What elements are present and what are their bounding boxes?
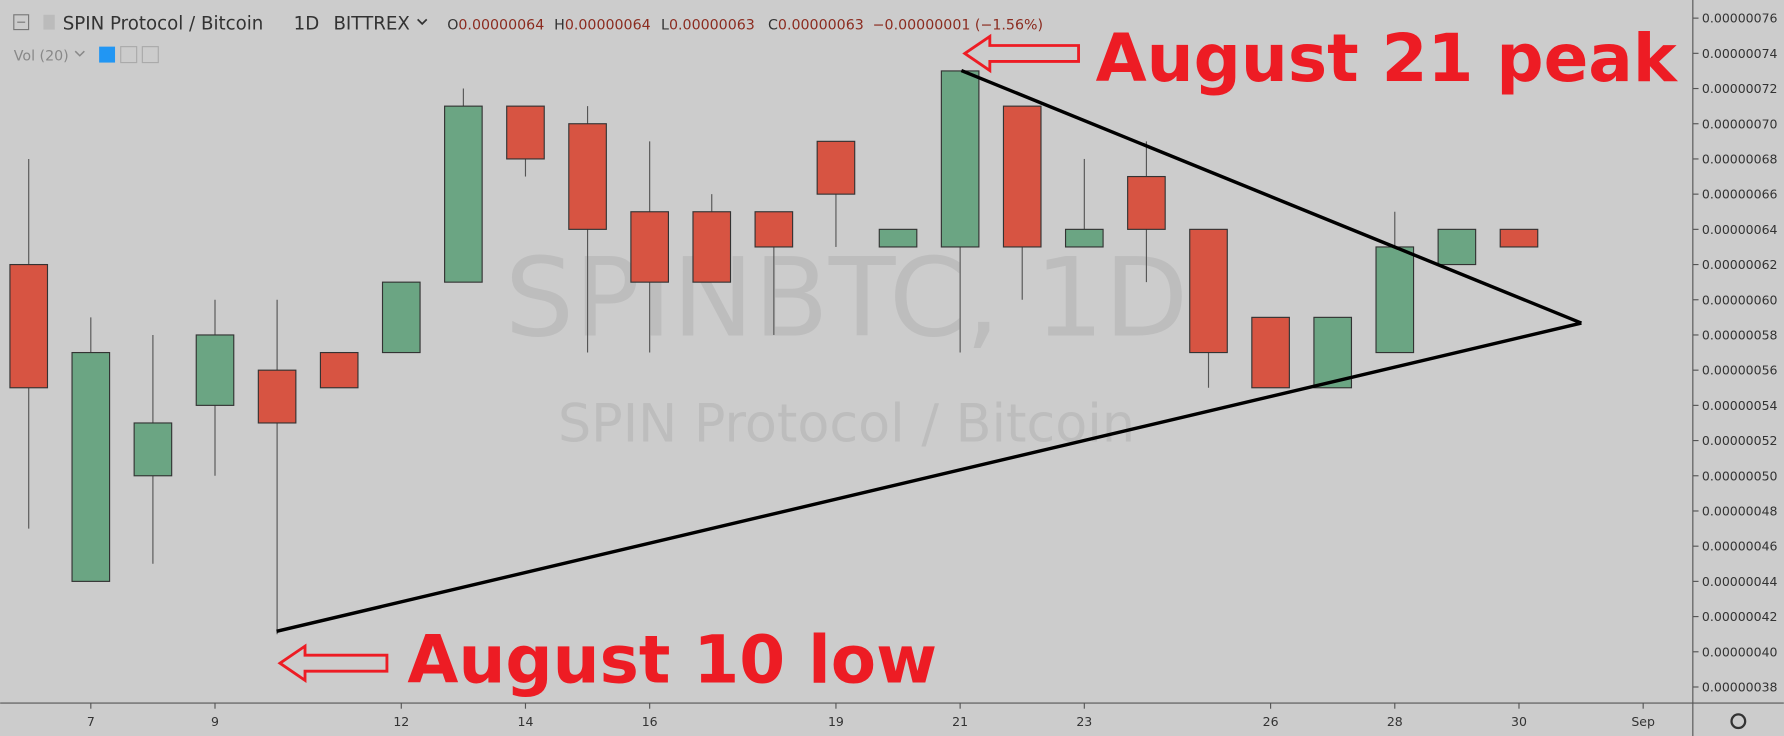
y-tick-label: 0.00000064: [1702, 222, 1778, 237]
candle-body: [1313, 316, 1353, 389]
candle-body: [754, 211, 794, 248]
collapse-icon[interactable]: [13, 14, 30, 31]
candle-body: [71, 351, 111, 582]
ohlc-label: L: [661, 18, 669, 34]
y-tick-label: 0.00000048: [1702, 504, 1778, 519]
interval[interactable]: 1D: [294, 14, 320, 35]
candle-body: [195, 334, 235, 406]
x-tick-label: 16: [642, 714, 658, 729]
candle-body: [1251, 316, 1290, 389]
y-tick-label: 0.00000050: [1702, 468, 1778, 483]
dropdown-icon[interactable]: [74, 50, 85, 57]
ohlc-item: C0.00000063: [768, 18, 864, 34]
y-tick-label: 0.00000042: [1702, 609, 1778, 624]
ohlc-value: 0.00000064: [458, 18, 544, 34]
ohlc-item: O0.00000064: [447, 18, 544, 34]
candle-body: [381, 281, 421, 354]
x-tick-label: 28: [1387, 714, 1403, 729]
x-tick-label: 7: [87, 714, 95, 729]
dropdown-icon[interactable]: [417, 18, 428, 26]
y-tick-label: 0.00000068: [1702, 151, 1778, 166]
y-tick-label: 0.00000054: [1702, 398, 1778, 413]
exchange[interactable]: BITTREX: [333, 14, 409, 35]
y-tick-label: 0.00000060: [1702, 292, 1778, 307]
candle-body: [506, 105, 545, 160]
watermark-name: SPIN Protocol / Bitcoin: [558, 393, 1135, 454]
y-tick-label: 0.00000040: [1702, 644, 1778, 659]
candle-body: [133, 422, 173, 477]
symbol-icon: [43, 14, 55, 30]
candle-body: [816, 140, 856, 195]
x-tick-label: 19: [828, 714, 844, 729]
y-tick-label: 0.00000074: [1702, 46, 1778, 61]
trend-line: [276, 321, 1582, 634]
x-tick-label: 9: [211, 714, 219, 729]
x-tick-label: 12: [393, 714, 409, 729]
candle-body: [692, 211, 732, 283]
annotation: August 10 low: [407, 622, 937, 699]
ohlc-item: L0.00000063: [661, 18, 755, 34]
ohlc-value: 0.00000063: [778, 18, 864, 34]
candle-body: [1127, 175, 1166, 230]
x-tick-label: 23: [1076, 714, 1092, 729]
y-tick-label: 0.00000044: [1702, 574, 1778, 589]
x-tick-label: 30: [1511, 714, 1527, 729]
ohlc-value: 0.00000064: [565, 18, 651, 34]
x-tick-label: 21: [952, 714, 968, 729]
y-tick-label: 0.00000046: [1702, 539, 1778, 554]
ohlc-label: H: [554, 18, 565, 34]
candle-body: [9, 263, 49, 389]
watermark-ticker: SPINBTC, 1D: [505, 235, 1188, 362]
candle-body: [444, 105, 483, 283]
ohlc-label: O: [447, 18, 458, 34]
gear-icon[interactable]: [1730, 713, 1747, 730]
candle-body: [1499, 228, 1539, 248]
settings-icon[interactable]: [120, 46, 138, 64]
remove-icon[interactable]: [141, 46, 159, 64]
volume-label[interactable]: Vol (20): [14, 48, 69, 64]
ohlc-value: 0.00000063: [669, 18, 755, 34]
candle-body: [257, 369, 297, 424]
y-tick-label: 0.00000066: [1702, 187, 1778, 202]
visibility-icon[interactable]: [99, 46, 116, 63]
watermark: SPINBTC, 1D SPIN Protocol / Bitcoin: [505, 235, 1188, 455]
y-tick-label: 0.00000038: [1702, 680, 1778, 695]
trend-line: [960, 68, 1583, 325]
candle-body: [1437, 228, 1477, 266]
candle-body: [940, 70, 980, 248]
settings-button[interactable]: [1730, 713, 1747, 730]
candle-body: [319, 351, 359, 389]
candle-body: [630, 211, 669, 283]
ohlc-item: H0.00000064: [554, 18, 651, 34]
y-tick-label: 0.00000070: [1702, 116, 1778, 131]
candle-body: [1002, 105, 1042, 248]
ohlc-label: C: [768, 18, 778, 34]
candle-body: [568, 123, 607, 230]
arrow: [962, 33, 1080, 74]
y-tick-label: 0.00000062: [1702, 257, 1778, 272]
plot-area: [9, 70, 1539, 635]
arrow: [277, 643, 389, 683]
ohlc-values: O0.00000064 H0.00000064 L0.00000063 C0.0000…: [447, 18, 864, 34]
x-tick-label: 26: [1263, 714, 1279, 729]
y-tick-label: 0.00000072: [1702, 81, 1778, 96]
y-tick-label: 0.00000056: [1702, 363, 1778, 378]
y-tick-label: 0.00000076: [1702, 11, 1778, 26]
header: SPIN Protocol / Bitcoin 1D BITTREX O0.00…: [13, 14, 1043, 64]
y-tick-label: 0.00000052: [1702, 433, 1778, 448]
change: −0.00000001 (−1.56%): [873, 18, 1043, 34]
symbol[interactable]: SPIN Protocol / Bitcoin: [63, 14, 264, 35]
candle-body: [1064, 228, 1104, 248]
x-tick-label: 14: [518, 714, 534, 729]
candle-body: [1189, 228, 1228, 354]
x-tick-label: Sep: [1631, 714, 1655, 729]
candle-body: [878, 228, 918, 248]
candle-body: [1375, 246, 1415, 354]
annotation: August 21 peak: [1096, 20, 1679, 97]
y-tick-label: 0.00000058: [1702, 328, 1778, 343]
